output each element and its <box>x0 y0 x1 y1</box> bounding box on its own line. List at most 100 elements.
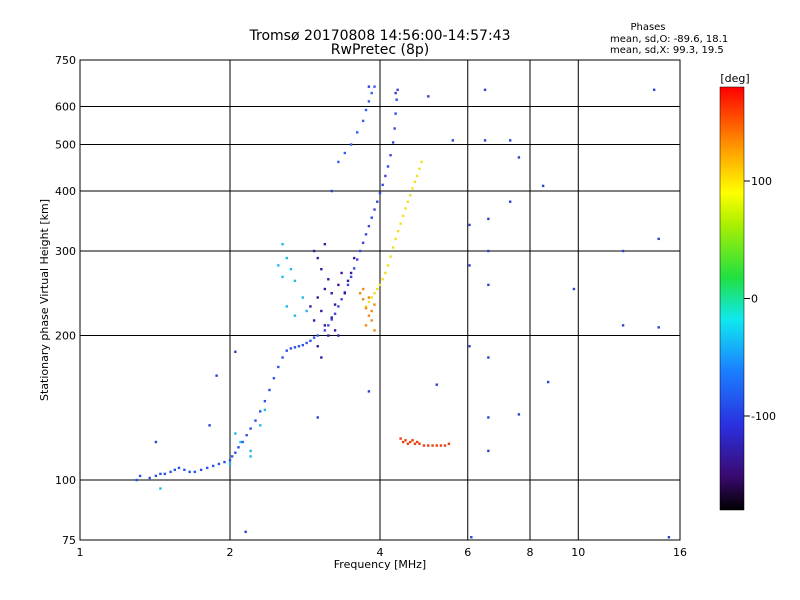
data-point <box>427 95 430 98</box>
data-point <box>487 356 490 359</box>
data-point <box>381 183 384 187</box>
data-point <box>409 194 412 197</box>
data-point <box>364 324 368 327</box>
colorbar-label: [deg] <box>720 72 749 85</box>
data-point <box>411 439 414 442</box>
data-point <box>364 307 368 310</box>
data-point <box>169 470 172 474</box>
data-point <box>249 427 252 430</box>
data-point <box>517 413 521 416</box>
data-point <box>346 283 350 287</box>
colorbar-ticks: 100 0 -100 <box>744 175 776 423</box>
data-point <box>333 312 337 315</box>
data-point <box>370 91 373 95</box>
data-point <box>239 440 242 444</box>
data-point <box>487 249 490 253</box>
data-point <box>154 474 158 478</box>
data-point <box>163 472 167 476</box>
data-point <box>386 264 390 267</box>
data-point <box>305 309 308 313</box>
chart-title: Tromsø 20170808 14:56:00-14:57:43 <box>249 28 511 44</box>
data-point <box>330 318 333 321</box>
data-point <box>205 466 209 470</box>
data-point <box>406 442 410 445</box>
stats-line-o: mean, sd,O: -89.6, 18.1 <box>610 34 728 45</box>
data-point <box>281 356 284 359</box>
data-point <box>289 267 293 271</box>
data-point <box>364 233 368 236</box>
data-point <box>367 314 371 317</box>
data-point <box>394 237 397 241</box>
data-point <box>367 85 371 88</box>
data-point <box>285 305 288 308</box>
data-point <box>343 292 347 295</box>
data-point <box>316 256 319 260</box>
data-point <box>330 292 333 295</box>
data-point <box>199 468 203 472</box>
data-point <box>483 139 487 142</box>
data-point <box>367 296 371 299</box>
data-point <box>281 242 284 246</box>
data-point <box>277 365 280 369</box>
data-point <box>396 88 399 92</box>
data-point <box>367 300 371 304</box>
data-point <box>468 345 471 348</box>
data-point <box>272 376 276 380</box>
data-point <box>355 258 359 261</box>
data-point <box>439 444 443 447</box>
data-point <box>327 278 330 281</box>
data-point <box>373 85 376 88</box>
data-point <box>386 165 390 168</box>
data-point <box>657 326 660 329</box>
x-ticks: 1 2 4 6 8 10 16 <box>77 546 688 559</box>
data-point <box>312 249 316 253</box>
data-point <box>652 88 656 92</box>
data-point <box>349 143 353 146</box>
data-point <box>508 200 512 203</box>
data-point <box>364 108 368 112</box>
stats-heading: Phases <box>630 22 665 33</box>
data-point <box>572 287 576 291</box>
data-point <box>259 410 262 413</box>
data-point <box>508 139 512 142</box>
data-point <box>337 305 340 308</box>
y-axis-label: Stationary phase Virtual Height [km] <box>38 199 51 401</box>
data-point <box>349 275 353 279</box>
data-point <box>293 279 297 283</box>
data-point <box>396 229 400 233</box>
data-point <box>378 191 382 195</box>
data-point <box>541 184 545 188</box>
data-point <box>621 324 625 327</box>
y-ticks: 75 100 200 300 400 500 600 750 <box>55 54 76 547</box>
data-point <box>404 439 407 442</box>
data-point <box>327 334 330 337</box>
data-point <box>305 341 308 345</box>
data-point <box>281 275 284 279</box>
data-point <box>373 303 376 306</box>
data-point <box>285 256 288 260</box>
data-point <box>657 237 660 241</box>
data-point <box>249 455 252 458</box>
data-point <box>376 200 379 203</box>
data-point <box>183 468 186 472</box>
data-point <box>384 174 387 178</box>
data-point <box>316 296 319 299</box>
data-points <box>135 85 671 539</box>
data-point <box>373 292 376 295</box>
stats-line-x: mean, sd,X: 99.3, 19.5 <box>610 45 724 56</box>
data-point <box>404 207 407 210</box>
colorbar-tick-label: 100 <box>751 175 772 188</box>
data-point <box>389 154 392 157</box>
data-point <box>277 264 280 267</box>
data-point <box>259 424 262 427</box>
x-tick-label: 4 <box>377 546 384 559</box>
data-point <box>370 309 373 313</box>
data-point <box>358 249 362 253</box>
data-point <box>381 278 384 281</box>
data-point <box>361 298 365 301</box>
colorbar-tick-label: -100 <box>751 410 776 423</box>
y-tick-label: 500 <box>55 139 76 152</box>
data-point <box>517 156 521 159</box>
data-point <box>422 444 426 447</box>
